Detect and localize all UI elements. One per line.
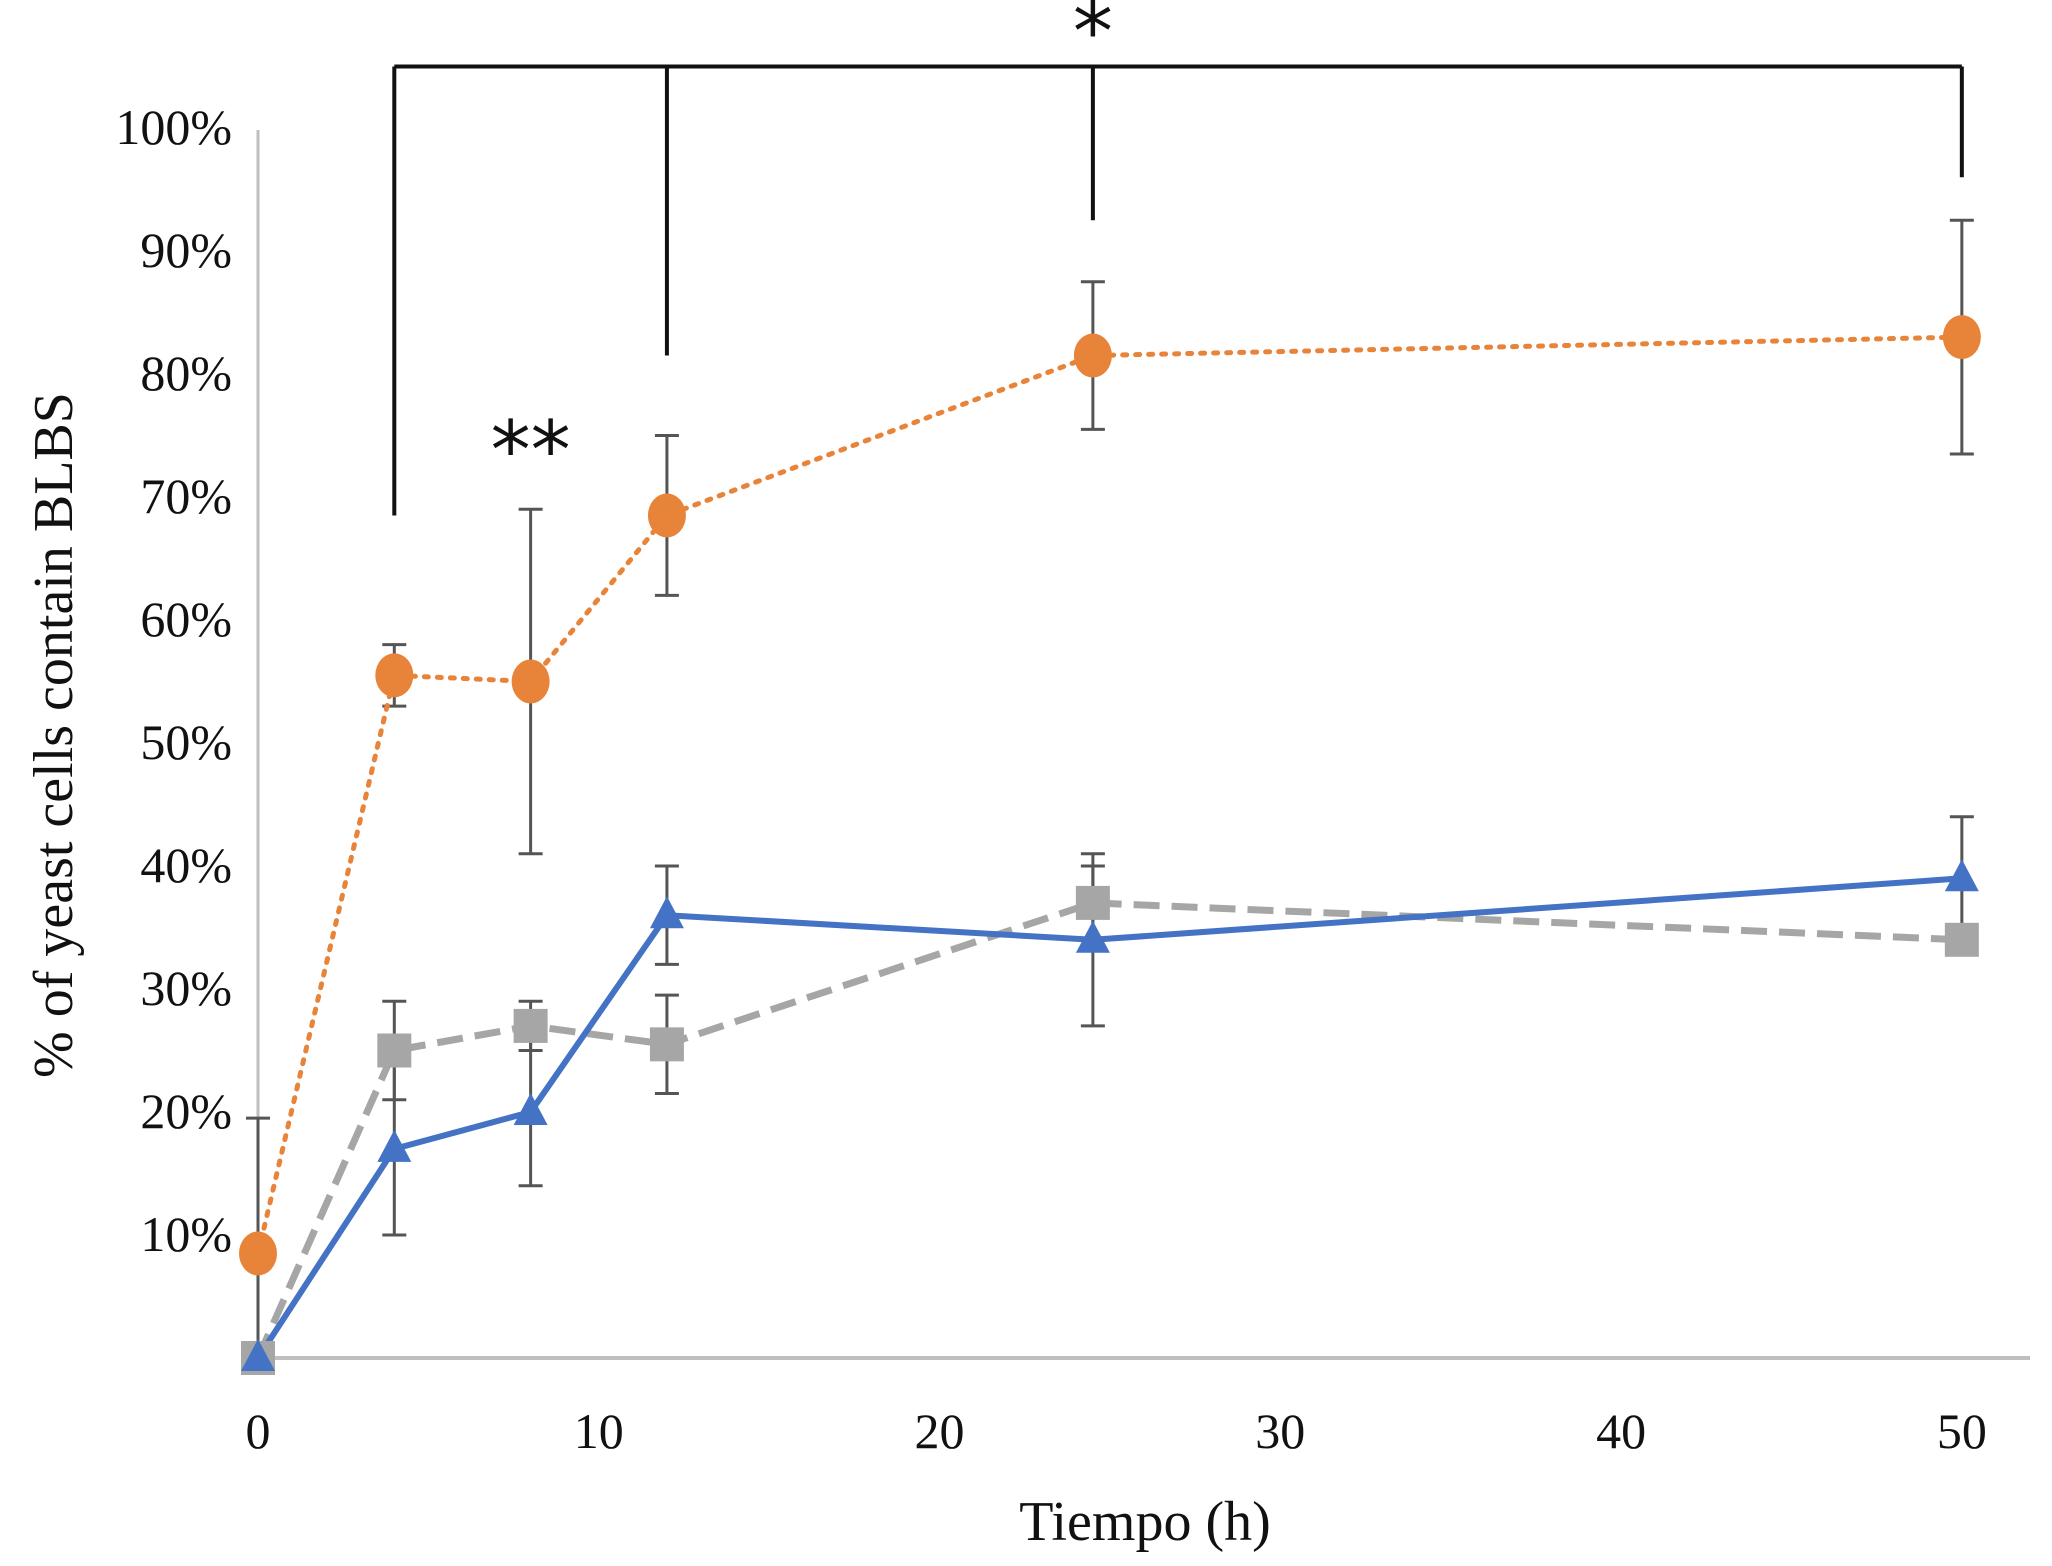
data-point-triangle xyxy=(241,1339,275,1371)
data-point-triangle xyxy=(377,1129,412,1162)
x-tick-label: 10 xyxy=(574,1403,624,1459)
significance-marker: ** xyxy=(491,404,571,497)
data-point-circle xyxy=(1942,315,1981,360)
series-line xyxy=(255,334,1965,1256)
y-tick-labels: 10% 20% 30% 40% 50% 60% 70% 80% 90% 100% xyxy=(115,99,232,1262)
y-tick-label: 100% xyxy=(115,99,232,155)
x-tick-labels: 0 10 20 30 40 50 xyxy=(246,1403,1987,1459)
y-tick-label: 20% xyxy=(140,1083,232,1139)
data-point-square xyxy=(377,1033,412,1068)
y-tick-label: 50% xyxy=(140,714,232,770)
series-lines xyxy=(254,334,1965,1360)
y-tick-label: 30% xyxy=(140,960,232,1016)
data-point-circle xyxy=(375,653,414,698)
x-tick-label: 50 xyxy=(1937,1403,1987,1459)
data-point-circle xyxy=(239,1231,277,1276)
x-tick-label: 0 xyxy=(246,1403,271,1459)
y-tick-label: 10% xyxy=(140,1206,232,1262)
series-line xyxy=(254,899,1962,1360)
x-tick-label: 20 xyxy=(915,1403,965,1459)
data-point-circle xyxy=(511,659,550,704)
data-point-triangle xyxy=(1075,920,1110,953)
y-tick-label: 80% xyxy=(140,345,232,401)
y-tick-label: 60% xyxy=(140,591,232,647)
data-point-square xyxy=(1944,922,1979,957)
significance-annotations: *** xyxy=(491,0,1113,497)
significance-marker: * xyxy=(1073,0,1113,79)
data-point-triangle xyxy=(1944,859,1979,892)
x-axis-title: Tiempo (h) xyxy=(1019,1491,1271,1553)
data-point-square xyxy=(1075,885,1110,920)
significance-bracket xyxy=(392,64,1964,516)
y-axis-title: % of yeast cells contain BLBS xyxy=(23,392,85,1078)
x-tick-label: 30 xyxy=(1255,1403,1305,1459)
series-markers xyxy=(239,315,1981,1375)
error-bars xyxy=(246,218,1974,1360)
data-point-triangle xyxy=(649,896,684,929)
y-tick-label: 70% xyxy=(140,468,232,524)
y-tick-label: 90% xyxy=(140,222,232,278)
data-point-triangle xyxy=(513,1093,548,1125)
chart-axes xyxy=(248,130,2030,1360)
data-point-circle xyxy=(1073,333,1112,378)
data-point-circle xyxy=(647,493,686,538)
series-line xyxy=(255,875,1963,1360)
y-tick-label: 40% xyxy=(140,837,232,893)
data-point-square xyxy=(649,1027,684,1062)
x-tick-label: 40 xyxy=(1596,1403,1646,1459)
data-point-square xyxy=(513,1008,548,1043)
